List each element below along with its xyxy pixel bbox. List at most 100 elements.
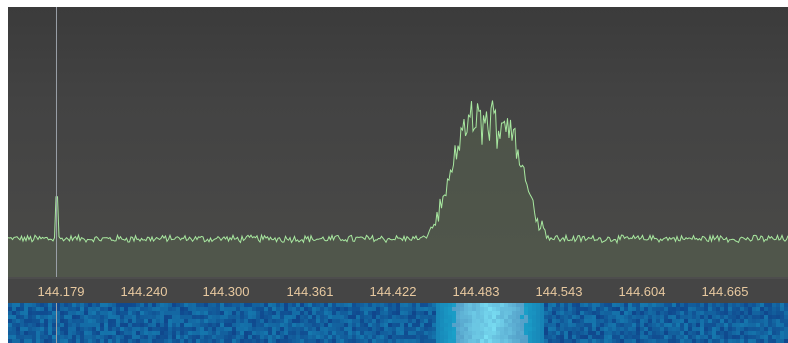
waterfall-cell xyxy=(232,311,236,315)
waterfall-cell xyxy=(228,331,232,335)
waterfall-cell xyxy=(676,311,680,315)
waterfall-cell xyxy=(428,315,432,319)
waterfall-cell xyxy=(196,311,200,315)
waterfall-cell xyxy=(160,327,164,331)
waterfall-cell xyxy=(296,315,300,319)
waterfall-cell xyxy=(48,335,52,339)
waterfall-cell xyxy=(364,327,368,331)
waterfall-display[interactable] xyxy=(8,303,788,343)
waterfall-cell xyxy=(272,335,276,339)
waterfall-cell xyxy=(484,311,488,315)
waterfall-cell xyxy=(468,307,472,311)
waterfall-cell xyxy=(700,323,704,327)
waterfall-cell xyxy=(608,319,612,323)
waterfall-cell xyxy=(308,303,312,307)
waterfall-cell xyxy=(260,327,264,331)
waterfall-cell xyxy=(84,315,88,319)
waterfall-cell xyxy=(312,303,316,307)
waterfall-cell xyxy=(500,323,504,327)
waterfall-cell xyxy=(296,319,300,323)
waterfall-cell xyxy=(328,331,332,335)
waterfall-cell xyxy=(736,315,740,319)
waterfall-cell xyxy=(44,307,48,311)
waterfall-cell xyxy=(504,327,508,331)
waterfall-cell xyxy=(56,335,60,339)
waterfall-cell xyxy=(660,331,664,335)
waterfall-cell xyxy=(556,319,560,323)
waterfall-cell xyxy=(684,307,688,311)
waterfall-cell xyxy=(684,339,688,343)
waterfall-cell xyxy=(240,331,244,335)
waterfall-cell xyxy=(576,339,580,343)
waterfall-cell xyxy=(728,303,732,307)
waterfall-cell xyxy=(436,331,440,335)
waterfall-cell xyxy=(68,323,72,327)
waterfall-cell xyxy=(692,327,696,331)
waterfall-cell xyxy=(732,339,736,343)
waterfall-cell xyxy=(704,311,708,315)
waterfall-cell xyxy=(700,311,704,315)
waterfall-cell xyxy=(760,319,764,323)
waterfall-cell xyxy=(8,331,12,335)
waterfall-cell xyxy=(220,335,224,339)
waterfall-cell xyxy=(208,327,212,331)
waterfall-cell xyxy=(204,323,208,327)
waterfall-cell xyxy=(648,319,652,323)
waterfall-cell xyxy=(380,327,384,331)
waterfall-cell xyxy=(156,323,160,327)
waterfall-cell xyxy=(192,335,196,339)
waterfall-cell xyxy=(380,323,384,327)
waterfall-cell xyxy=(12,307,16,311)
waterfall-cell xyxy=(132,339,136,343)
waterfall-cell xyxy=(556,327,560,331)
waterfall-cell xyxy=(312,323,316,327)
waterfall-cell xyxy=(16,315,20,319)
waterfall-cell xyxy=(632,319,636,323)
waterfall-cell xyxy=(564,319,568,323)
waterfall-cell xyxy=(240,319,244,323)
waterfall-cell xyxy=(696,335,700,339)
waterfall-cell xyxy=(708,307,712,311)
waterfall-cell xyxy=(520,319,524,323)
waterfall-cell xyxy=(412,311,416,315)
waterfall-cell xyxy=(748,307,752,311)
waterfall-cell xyxy=(272,303,276,307)
waterfall-cell xyxy=(316,335,320,339)
waterfall-cell xyxy=(216,339,220,343)
waterfall-cell xyxy=(92,339,96,343)
waterfall-cell xyxy=(428,335,432,339)
waterfall-cell xyxy=(100,303,104,307)
waterfall-cell xyxy=(744,307,748,311)
waterfall-cell xyxy=(616,331,620,335)
waterfall-cell xyxy=(340,319,344,323)
waterfall-cell xyxy=(532,319,536,323)
waterfall-cell xyxy=(744,335,748,339)
waterfall-cell xyxy=(28,323,32,327)
waterfall-cell xyxy=(168,331,172,335)
waterfall-cell xyxy=(668,303,672,307)
spectrum-plot[interactable] xyxy=(8,7,788,277)
waterfall-cell xyxy=(120,331,124,335)
waterfall-cell xyxy=(84,323,88,327)
waterfall-cell xyxy=(8,307,12,311)
waterfall-cell xyxy=(680,307,684,311)
spectrum-display[interactable] xyxy=(8,7,788,277)
waterfall-cell xyxy=(392,335,396,339)
waterfall-cell xyxy=(364,303,368,307)
waterfall-cell xyxy=(284,307,288,311)
waterfall-cell xyxy=(432,303,436,307)
waterfall-cell xyxy=(320,319,324,323)
waterfall-cell xyxy=(312,335,316,339)
waterfall-cell xyxy=(524,315,528,319)
waterfall-cell xyxy=(468,327,472,331)
waterfall-cell xyxy=(392,315,396,319)
waterfall-cell xyxy=(180,307,184,311)
waterfall-cell xyxy=(320,303,324,307)
waterfall-cell xyxy=(712,311,716,315)
waterfall-cell xyxy=(24,303,28,307)
waterfall-cell xyxy=(44,319,48,323)
waterfall-cell xyxy=(192,307,196,311)
freq-label: 144.422 xyxy=(369,284,417,299)
waterfall-cell xyxy=(400,327,404,331)
waterfall-cell xyxy=(464,327,468,331)
